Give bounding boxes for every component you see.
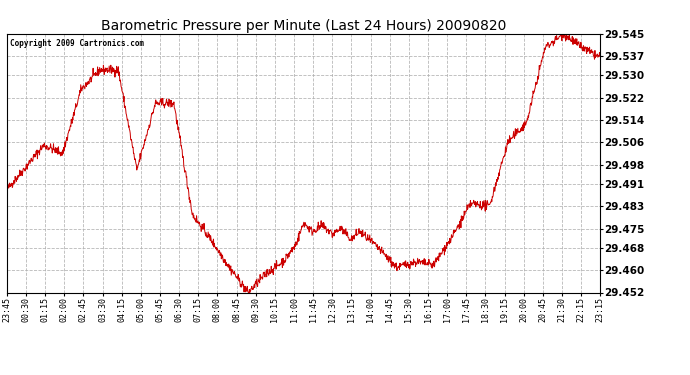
Text: Copyright 2009 Cartronics.com: Copyright 2009 Cartronics.com (10, 39, 144, 48)
Title: Barometric Pressure per Minute (Last 24 Hours) 20090820: Barometric Pressure per Minute (Last 24 … (101, 19, 506, 33)
